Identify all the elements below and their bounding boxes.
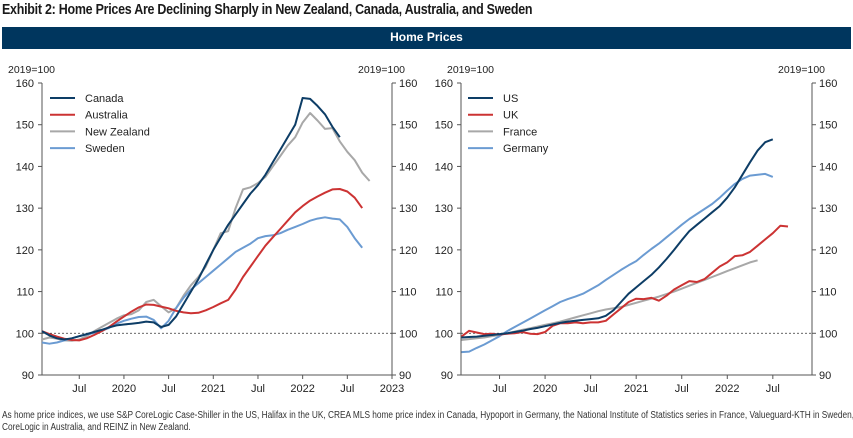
chart2-xtick-label: Jul xyxy=(675,383,689,395)
chart1-xtick-label: Jul xyxy=(162,383,176,395)
chart1-ytick-label-left: 90 xyxy=(22,370,34,382)
chart1-xtick-label: 2022 xyxy=(290,383,314,395)
chart2-ytick-label-left: 160 xyxy=(435,78,453,90)
chart2-ytick-label-right: 90 xyxy=(819,370,831,382)
chart2-xtick-label: 2022 xyxy=(715,383,739,395)
chart2-ytick-label-right: 150 xyxy=(819,120,837,132)
chart1-series-line-sweden xyxy=(41,216,363,345)
chart2-series-line-germany xyxy=(461,172,774,354)
chart1-ytick-label-left: 140 xyxy=(16,161,34,173)
chart1-ytick-label-left: 100 xyxy=(16,328,34,340)
chart1-series-line-australia xyxy=(41,188,364,342)
chart2-ytick-label-right: 110 xyxy=(819,287,837,299)
chart1-ytick-label-right: 90 xyxy=(399,370,411,382)
chart1-ytick-label-right: 110 xyxy=(399,287,417,299)
chart1-xtick-label: Jul xyxy=(72,383,86,395)
chart1-ytick-label-right: 150 xyxy=(399,120,417,132)
chart1-ytick-label-left: 160 xyxy=(16,78,34,90)
chart1-xtick-label: 2020 xyxy=(112,383,136,395)
chart1-legend-label: New Zealand xyxy=(85,126,150,138)
chart1-xtick-label: Jul xyxy=(251,383,265,395)
chart2-xtick-label: 2020 xyxy=(533,383,557,395)
chart2-ytick-label-left: 150 xyxy=(435,120,453,132)
chart2-ylabel-right: 2019=100 xyxy=(778,64,825,76)
chart2-ytick-label-right: 130 xyxy=(819,203,837,215)
chart1-ytick-label-right: 120 xyxy=(399,245,417,257)
chart2-xtick-label: Jul xyxy=(493,383,507,395)
chart2-ytick-label-left: 120 xyxy=(435,245,453,257)
chart1-legend-label: Canada xyxy=(85,93,124,105)
chart2-ytick-label-left: 130 xyxy=(435,203,453,215)
chart1-ytick-label-right: 140 xyxy=(399,161,417,173)
chart2-ytick-label-left: 110 xyxy=(435,287,453,299)
exhibit-title: Exhibit 2: Home Prices Are Declining Sha… xyxy=(2,2,533,18)
chart1-ytick-label-right: 130 xyxy=(399,203,417,215)
chart2-ytick-label-left: 140 xyxy=(435,161,453,173)
chart2-ytick-label-right: 140 xyxy=(819,161,837,173)
chart2-ytick-label-right: 160 xyxy=(819,78,837,90)
chart1-ytick-label-left: 130 xyxy=(16,203,34,215)
chart2-legend-label: Germany xyxy=(503,143,549,155)
chart1-ytick-label-right: 160 xyxy=(399,78,417,90)
section-banner: Home Prices xyxy=(2,27,851,49)
chart2-legend-label: France xyxy=(503,126,537,138)
chart1-xtick-label: Jul xyxy=(340,383,354,395)
chart1-legend-label: Sweden xyxy=(85,143,125,155)
footnote: As home price indices, we use S&P CoreLo… xyxy=(2,410,853,433)
chart2-series-line-us xyxy=(461,138,774,339)
chart2-ytick-label-left: 100 xyxy=(435,328,453,340)
chart2-legend-label: US xyxy=(503,93,518,105)
chart2-xtick-label: Jul xyxy=(766,383,780,395)
chart1-ylabel-right: 2019=100 xyxy=(358,64,405,76)
chart2-series-line-uk xyxy=(460,224,789,338)
chart1-ytick-label-right: 100 xyxy=(399,328,417,340)
chart1-legend-label: Australia xyxy=(85,110,129,122)
chart1-ytick-label-left: 120 xyxy=(16,245,34,257)
chart2-legend-label: UK xyxy=(503,110,519,122)
chart1-xtick-label: 2021 xyxy=(201,383,225,395)
chart1-xtick-label: 2023 xyxy=(380,383,404,395)
chart2-ytick-label-right: 120 xyxy=(819,245,837,257)
chart1-series-line-canada xyxy=(41,97,341,341)
chart2-xtick-label: 2021 xyxy=(624,383,648,395)
chart2-ytick-label-right: 100 xyxy=(819,328,837,340)
chart2-ytick-label-left: 90 xyxy=(441,370,453,382)
chart1-ytick-label-left: 150 xyxy=(16,120,34,132)
chart2-xtick-label: Jul xyxy=(584,383,598,395)
chart1-ylabel-left: 2019=100 xyxy=(8,64,55,76)
chart2-ylabel-left: 2019=100 xyxy=(447,64,494,76)
chart1-ytick-label-left: 110 xyxy=(16,287,34,299)
